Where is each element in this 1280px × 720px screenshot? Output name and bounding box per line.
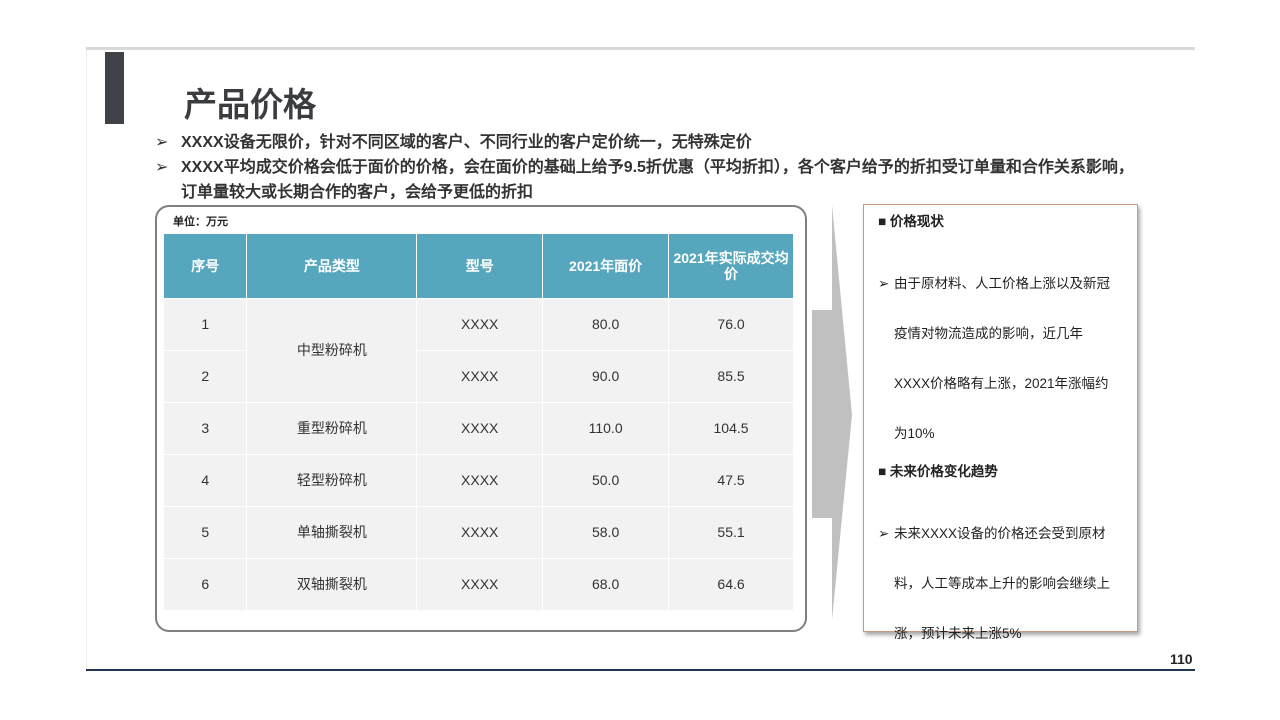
arrow-bullet-icon: ➢ <box>878 276 890 291</box>
cell-type: 轻型粉碎机 <box>246 453 418 506</box>
unit-label: 单位：万元 <box>173 216 228 228</box>
cell-model: XXXX <box>416 453 544 506</box>
cell-type: 重型粉碎机 <box>246 401 418 454</box>
header-list-price: 2021年面价 <box>542 234 670 298</box>
cell-actual-price: 104.5 <box>668 401 794 454</box>
cell-model: XXXX <box>416 349 544 402</box>
cell-model: XXXX <box>416 557 544 610</box>
note-line: 疫情对物流造成的影响，近几年 <box>894 326 1083 341</box>
cell-no: 3 <box>164 401 248 454</box>
cell-no: 2 <box>164 349 248 402</box>
note-line: ➢ 由于原材料、人工价格上涨以及新冠 <box>878 259 1137 309</box>
bottom-divider <box>86 669 1195 671</box>
cell-type: 单轴撕裂机 <box>246 505 418 558</box>
price-table: 序号 产品类型 型号 2021年面价 2021年实际成交均价 1 中型粉碎机 XXX… <box>164 234 794 610</box>
cell-type: 双轴撕裂机 <box>246 557 418 610</box>
left-divider <box>86 50 87 670</box>
top-divider <box>86 47 1195 50</box>
header-model: 型号 <box>416 234 544 298</box>
header-type: 产品类型 <box>246 234 418 298</box>
cell-list-price: 68.0 <box>542 557 670 610</box>
header-no: 序号 <box>164 234 248 298</box>
cell-actual-price: 76.0 <box>668 297 794 350</box>
table-row: 5 单轴撕裂机 XXXX 58.0 55.1 <box>164 505 794 558</box>
cell-no: 4 <box>164 453 248 506</box>
title-accent-bar <box>105 52 124 124</box>
note-line: 涨，预计未来上涨5% <box>894 626 1022 641</box>
cell-list-price: 110.0 <box>542 401 670 454</box>
arrow-bullet-icon: ➢ <box>155 134 169 151</box>
cell-model: XXXX <box>416 505 544 558</box>
table-frame <box>155 205 807 632</box>
table-row: 6 双轴撕裂机 XXXX 68.0 64.6 <box>164 557 794 610</box>
cell-type: 中型粉碎机 <box>246 297 418 402</box>
cell-no: 5 <box>164 505 248 558</box>
cell-no: 6 <box>164 557 248 610</box>
cell-actual-price: 47.5 <box>668 453 794 506</box>
page-title: 产品价格 <box>184 86 316 123</box>
arrow-bullet-icon: ➢ <box>155 159 169 176</box>
cell-actual-price: 64.6 <box>668 557 794 610</box>
right-arrow-icon <box>812 205 852 620</box>
bullet-item: ➢ XXXX平均成交价格会低于面价的价格，会在面价的基础上给予9.5折优惠（平均折… <box>155 155 1145 205</box>
table-row: 4 轻型粉碎机 XXXX 50.0 47.5 <box>164 453 794 506</box>
bullet-list: ➢ XXXX设备无限价，针对不同区域的客户、不同行业的客户定价统一，无特殊定价 ➢… <box>155 130 1145 205</box>
note-line: 料，人工等成本上升的影响会继续上 <box>894 576 1110 591</box>
cell-list-price: 90.0 <box>542 349 670 402</box>
note-line: ➢ 未来XXXX设备的价格还会受到原材 <box>878 509 1137 559</box>
cell-list-price: 80.0 <box>542 297 670 350</box>
table-row: 3 重型粉碎机 XXXX 110.0 104.5 <box>164 401 794 454</box>
note-line: XXXX价格略有上涨，2021年涨幅约 <box>894 376 1109 391</box>
cell-no: 1 <box>164 297 248 350</box>
cell-actual-price: 55.1 <box>668 505 794 558</box>
cell-list-price: 50.0 <box>542 453 670 506</box>
section-heading: ■ 未来价格变化趋势 <box>878 464 998 479</box>
page-number: 110 <box>1170 651 1193 667</box>
price-notes-panel: ■ 价格现状 ➢ 由于原材料、人工价格上涨以及新冠疫情对物流造成的影响，近几年 XX… <box>863 204 1138 641</box>
cell-model: XXXX <box>416 297 544 350</box>
table-row: 2 XXXX 90.0 85.5 <box>164 349 794 402</box>
cell-actual-price: 85.5 <box>668 349 794 402</box>
table-row: 1 中型粉碎机 XXXX 80.0 76.0 <box>164 297 794 402</box>
note-line: 为10% <box>894 426 935 441</box>
bullet-item: ➢ XXXX设备无限价，针对不同区域的客户、不同行业的客户定价统一，无特殊定价 <box>155 130 1145 155</box>
header-actual-price: 2021年实际成交均价 <box>668 234 794 298</box>
arrow-bullet-icon: ➢ <box>878 526 890 541</box>
cell-list-price: 58.0 <box>542 505 670 558</box>
cell-model: XXXX <box>416 401 544 454</box>
section-heading: ■ 价格现状 <box>878 214 944 229</box>
